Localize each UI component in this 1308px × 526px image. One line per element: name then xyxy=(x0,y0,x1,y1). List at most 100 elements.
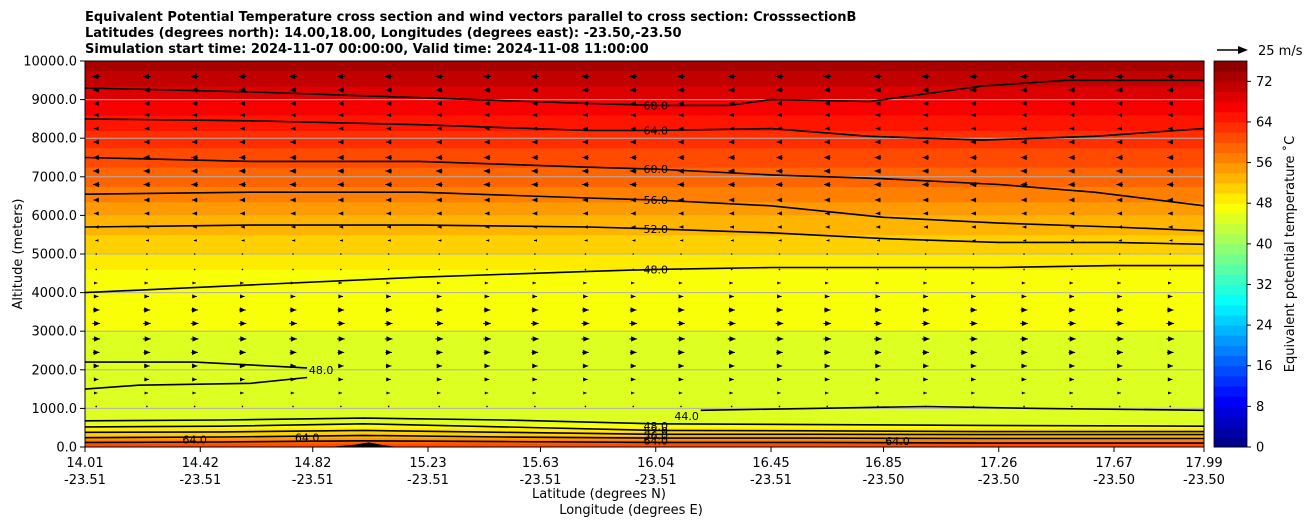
wind-vector xyxy=(1116,168,1123,174)
wind-vector xyxy=(678,112,684,118)
wind-vector xyxy=(969,73,978,80)
wind-vector xyxy=(95,405,98,408)
wind-vector xyxy=(971,281,975,285)
theta-e-band xyxy=(85,380,1204,384)
wind-vector xyxy=(631,126,636,131)
theta-e-band xyxy=(85,145,1204,149)
x-tick-label-longitude: -23.51 xyxy=(64,473,106,488)
wind-vector xyxy=(728,168,735,174)
wind-vector xyxy=(484,363,490,369)
wind-vector xyxy=(435,349,443,356)
wind-vector xyxy=(437,225,442,229)
wind-vector xyxy=(191,363,198,369)
colorbar-band xyxy=(1214,406,1247,418)
wind-vector xyxy=(484,377,490,382)
wind-vector xyxy=(1118,239,1122,242)
x-tick-label-longitude: -23.51 xyxy=(635,473,677,488)
theta-e-band xyxy=(85,338,1204,342)
wind-vector xyxy=(728,154,735,161)
colorbar-band xyxy=(1214,304,1247,316)
colorbar-tick-label: 16 xyxy=(1256,359,1273,374)
theta-e-band xyxy=(85,62,1204,66)
wind-vector xyxy=(290,211,296,216)
wind-vector xyxy=(1116,181,1123,188)
colorbar-band xyxy=(1214,386,1247,397)
x-tick-label-longitude: -23.50 xyxy=(978,473,1020,488)
x-tick-label-longitude: -23.51 xyxy=(520,473,562,488)
wind-vector xyxy=(584,239,588,242)
wind-vector xyxy=(728,139,735,145)
theta-e-band xyxy=(85,220,1204,224)
wind-vector xyxy=(969,336,978,342)
theta-e-band xyxy=(85,75,1204,79)
wind-vector xyxy=(532,126,538,131)
wind-vector xyxy=(1117,112,1123,118)
chart-title: Equivalent Potential Temperature cross s… xyxy=(85,10,856,57)
wind-vector xyxy=(484,294,490,299)
wind-vector xyxy=(1115,336,1124,342)
wind-vector xyxy=(240,112,245,118)
wind-vector xyxy=(1166,154,1174,161)
theta-e-band xyxy=(85,129,1204,133)
wind-vector xyxy=(240,281,244,285)
wind-vector xyxy=(385,363,392,369)
wind-vector xyxy=(483,87,491,93)
theta-e-band xyxy=(85,149,1204,153)
wind-vector xyxy=(678,363,684,369)
wind-vector xyxy=(970,87,977,93)
wind-vector xyxy=(1021,197,1027,203)
theta-e-band xyxy=(85,87,1204,91)
theta-e-band xyxy=(85,303,1204,307)
theta-e-band xyxy=(85,355,1204,359)
wind-vector xyxy=(630,363,637,369)
wind-vector xyxy=(1023,239,1027,242)
wind-vector xyxy=(776,349,783,356)
wind-vector xyxy=(1166,168,1174,174)
theta-e-band xyxy=(85,247,1204,251)
wind-vector xyxy=(239,168,246,174)
wind-vector xyxy=(1020,181,1028,188)
wind-vector xyxy=(191,87,198,93)
wind-vector xyxy=(777,294,782,299)
contour-label: 64.0 xyxy=(643,434,668,447)
contour-label: 44.0 xyxy=(674,410,699,423)
colorbar-tick-label: 8 xyxy=(1256,400,1264,415)
contour-lines xyxy=(85,79,1204,444)
theta-e-band xyxy=(85,128,1204,131)
wind-vector xyxy=(292,253,294,255)
wind-vector xyxy=(143,320,151,327)
wind-vector xyxy=(340,239,344,242)
contour-label: 68.0 xyxy=(643,99,668,112)
wind-vector xyxy=(1115,73,1124,80)
wind-vector xyxy=(534,268,536,271)
theta-e-band xyxy=(85,174,1204,178)
wind-vector xyxy=(531,87,539,93)
wind-vector xyxy=(337,87,345,93)
wind-vector xyxy=(1167,101,1174,106)
theta-e-band xyxy=(85,423,1204,427)
wind-vector xyxy=(386,211,392,216)
theta-e-band xyxy=(85,415,1204,419)
theta-e-band xyxy=(85,133,1204,137)
theta-e-band xyxy=(85,176,1204,180)
wind-vector xyxy=(629,181,637,188)
theta-e-band xyxy=(85,189,1204,193)
theta-e-band xyxy=(85,95,1204,99)
theta-e-band xyxy=(85,61,1204,64)
wind-vector xyxy=(728,197,735,203)
contour-label: 64.0 xyxy=(182,433,207,446)
wind-vector xyxy=(94,211,99,216)
wind-vector xyxy=(1021,281,1026,285)
theta-e-band xyxy=(85,346,1204,350)
wind-vector xyxy=(289,154,297,161)
theta-e-band xyxy=(85,405,1204,409)
x-tick-label-latitude: 14.82 xyxy=(294,456,331,471)
wind-vector xyxy=(923,211,929,216)
wind-vector xyxy=(435,336,444,342)
wind-vector xyxy=(386,281,390,285)
y-tick-label: 0.0 xyxy=(56,441,77,456)
wind-vector xyxy=(1069,101,1075,106)
x-tick-label-longitude: -23.51 xyxy=(292,473,334,488)
wind-vector xyxy=(385,168,392,174)
theta-e-band xyxy=(85,407,1204,411)
